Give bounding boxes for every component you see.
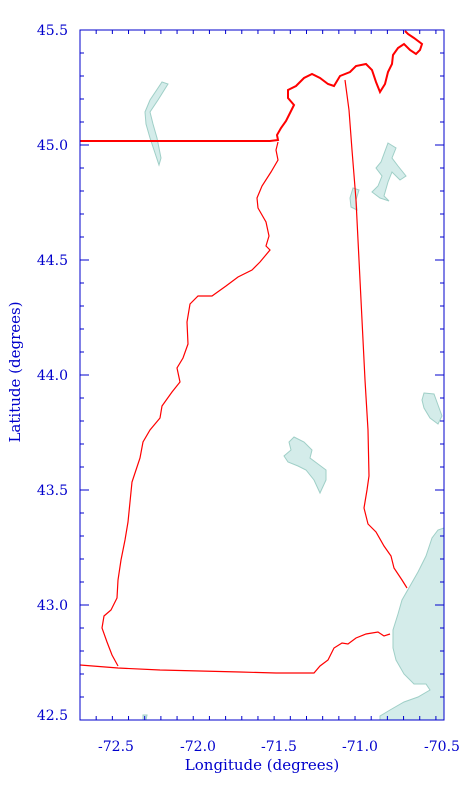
axis-ticks [79,29,444,721]
lake-champlain [144,81,169,167]
y-tick-label: 44.5 [37,253,68,269]
lake-winnipesaukee [283,436,327,495]
atlantic-ocean [379,527,445,721]
maine-border [344,79,408,589]
plot-frame [79,29,445,721]
x-tick-label: -70.5 [424,739,460,755]
water-features [142,81,445,721]
y-tick-label: 43.5 [37,483,68,499]
quebec-border [80,30,424,142]
umbagog-lake [371,142,407,202]
x-axis-title: Longitude (degrees) [185,756,339,774]
sebago-lake [421,392,443,425]
x-tick-label: -71.5 [261,739,297,755]
y-tick-label: 43.0 [37,598,68,614]
y-tick-labels: 45.5 45.0 44.5 44.0 43.5 43.0 42.5 [37,23,68,724]
state-borders [79,30,424,674]
y-tick-label: 45.5 [37,23,68,39]
y-tick-label: 44.0 [37,368,68,384]
x-tick-label: -72.0 [180,739,216,755]
y-tick-label: 42.5 [37,708,68,724]
massachusetts-border [79,631,391,674]
vermont-border [101,141,279,667]
y-axis-title: Latitude (degrees) [6,301,24,442]
y-tick-label: 45.0 [37,138,68,154]
x-tick-label: -71.0 [342,739,378,755]
small-lake-north [349,187,360,211]
x-tick-labels: -72.5 -72.0 -71.5 -71.0 -70.5 [98,739,460,755]
x-tick-label: -72.5 [98,739,134,755]
